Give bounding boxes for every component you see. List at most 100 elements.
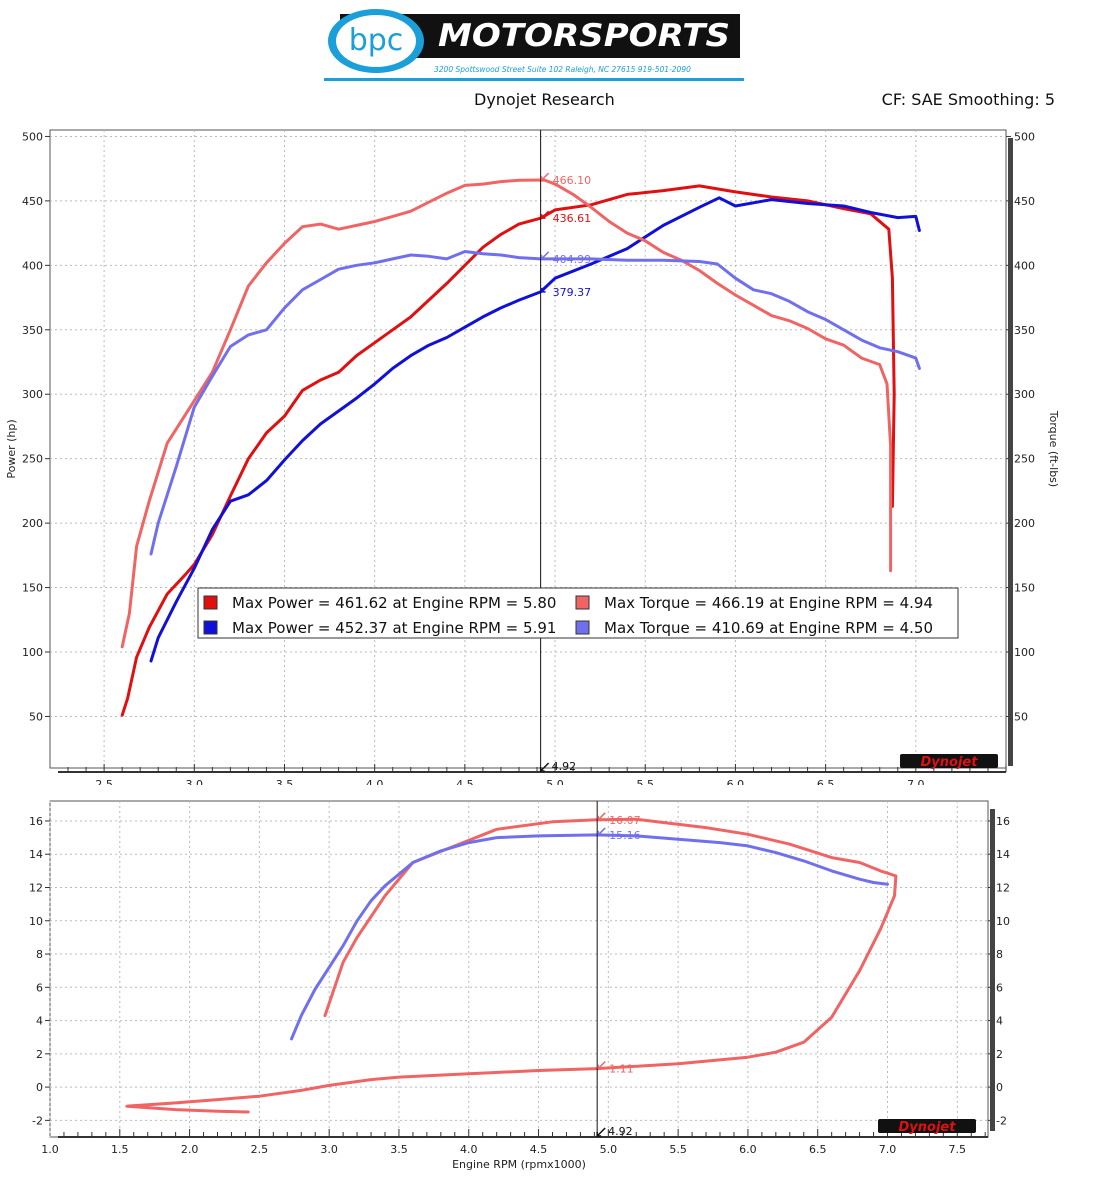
y-tick-label-right: 450 bbox=[1014, 195, 1035, 208]
x-tick-label: 5.5 bbox=[636, 778, 654, 785]
y-tick-label-left: 0 bbox=[36, 1081, 43, 1094]
plot-area bbox=[49, 129, 1007, 769]
cursor-arrow bbox=[539, 762, 550, 772]
logo-underline bbox=[324, 78, 744, 81]
y-tick-label-right: 50 bbox=[1014, 710, 1028, 723]
dynojet-badge-text: Dynojet bbox=[899, 1120, 957, 1135]
y-tick-label-left: 6 bbox=[36, 981, 43, 994]
logo-ring-inner bbox=[336, 15, 416, 67]
legend-swatch bbox=[575, 595, 590, 610]
correction-factor-label: CF: SAE Smoothing: 5 bbox=[881, 90, 1055, 109]
cursor-value-label: 1.11 bbox=[609, 1063, 634, 1076]
series-line bbox=[149, 250, 921, 556]
y2-axis-title: Torque (ft-lbs) bbox=[1047, 410, 1060, 487]
y-tick-label-left: 500 bbox=[22, 130, 43, 143]
y-tick-label-left: 350 bbox=[22, 324, 43, 337]
x-tick-label: 3.5 bbox=[390, 1143, 408, 1156]
x-tick-label: 4.5 bbox=[530, 1143, 548, 1156]
y-tick-label-right: 250 bbox=[1014, 453, 1035, 466]
cursor-value-arrow bbox=[597, 812, 606, 821]
right-axis-strip bbox=[990, 809, 995, 1131]
y-tick-label-left: 12 bbox=[29, 881, 43, 894]
cursor-value-label: 466.10 bbox=[553, 174, 592, 187]
y-tick-label-right: 200 bbox=[1014, 517, 1035, 530]
cursor-value-arrow bbox=[540, 284, 550, 293]
x-tick-label: 3.0 bbox=[186, 778, 204, 785]
y-tick-label-left: 16 bbox=[29, 815, 43, 828]
cursor-value-label: 404.99 bbox=[553, 253, 592, 266]
x-tick-label: 6.0 bbox=[727, 778, 745, 785]
x-tick-label: 4.0 bbox=[366, 778, 384, 785]
y-tick-label-right: 100 bbox=[1014, 646, 1035, 659]
cursor-x-label: 4.92 bbox=[608, 1125, 633, 1138]
x-tick-label: 5.0 bbox=[546, 778, 564, 785]
y-tick-label-left: 8 bbox=[36, 948, 43, 961]
series-line bbox=[120, 178, 893, 649]
y-tick-label-left: 10 bbox=[29, 915, 43, 928]
series-line bbox=[290, 833, 889, 1041]
y-tick-label-right: 350 bbox=[1014, 324, 1035, 337]
y-tick-label-left: 300 bbox=[22, 388, 43, 401]
y-tick-label-left: 450 bbox=[22, 195, 43, 208]
y-tick-label-right: 12 bbox=[996, 881, 1010, 894]
x-tick-label: 2.5 bbox=[95, 778, 113, 785]
x-axis-title: Engine RPM (rpmx1000) bbox=[452, 1158, 586, 1171]
y-tick-label-left: 200 bbox=[22, 517, 43, 530]
y-tick-label-right: 6 bbox=[996, 981, 1003, 994]
dynojet-badge bbox=[878, 1119, 976, 1133]
cursor-value-label: 15.16 bbox=[609, 829, 641, 842]
cursor-value-arrow bbox=[540, 251, 550, 260]
y-tick-label-left: 14 bbox=[29, 848, 43, 861]
y-tick-label-left: 150 bbox=[22, 582, 43, 595]
y-tick-label-right: 150 bbox=[1014, 582, 1035, 595]
report-title: Dynojet Research bbox=[474, 90, 615, 109]
cursor-arrow bbox=[596, 1127, 606, 1137]
y-tick-label-right: 8 bbox=[996, 948, 1003, 961]
x-tick-label: 3.0 bbox=[320, 1143, 338, 1156]
x-tick-label: 4.0 bbox=[460, 1143, 478, 1156]
y-tick-label-right: 2 bbox=[996, 1048, 1003, 1061]
x-tick-label: 5.0 bbox=[600, 1143, 618, 1156]
cursor-value-label: 16.07 bbox=[609, 814, 641, 827]
y-tick-label-right: -2 bbox=[996, 1114, 1007, 1127]
y-tick-label-right: 400 bbox=[1014, 259, 1035, 272]
y-tick-label-right: 10 bbox=[996, 915, 1010, 928]
y-tick-label-right: 14 bbox=[996, 848, 1010, 861]
right-axis-strip bbox=[1008, 138, 1013, 766]
y-tick-label-left: 50 bbox=[29, 710, 43, 723]
x-tick-label: 7.0 bbox=[907, 778, 925, 785]
cursor-x-label: 4.92 bbox=[552, 760, 577, 773]
logo-graphic: bpc MOTORSPORTS 3200 Spottswood Street S… bbox=[324, 9, 744, 81]
y-tick-label-left: 2 bbox=[36, 1048, 43, 1061]
logo-motorsports-text: MOTORSPORTS bbox=[438, 18, 730, 54]
legend-swatch bbox=[575, 620, 590, 635]
cursor-value-arrow bbox=[597, 1061, 606, 1070]
y-tick-label-left: 100 bbox=[22, 646, 43, 659]
x-tick-label: 7.5 bbox=[949, 1143, 967, 1156]
y-tick-label-right: 16 bbox=[996, 815, 1010, 828]
legend-entry: Max Torque = 410.69 at Engine RPM = 4.50 bbox=[604, 619, 933, 637]
x-tick-label: 6.5 bbox=[817, 778, 835, 785]
y-tick-label-right: 500 bbox=[1014, 130, 1035, 143]
legend-entry: Max Power = 461.62 at Engine RPM = 5.80 bbox=[232, 594, 556, 612]
cursor-value-arrow bbox=[540, 172, 550, 181]
y-tick-label-left: 250 bbox=[22, 453, 43, 466]
cursor-value-arrow bbox=[597, 827, 606, 836]
x-tick-label: 1.5 bbox=[111, 1143, 129, 1156]
legend-swatch bbox=[203, 595, 218, 610]
cursor-value-label: 379.37 bbox=[553, 286, 592, 299]
logo-bpc-text: bpc bbox=[349, 23, 404, 58]
bpc-motorsports-logo: bpc MOTORSPORTS 3200 Spottswood Street S… bbox=[324, 4, 746, 84]
dynojet-badge bbox=[900, 754, 998, 768]
x-tick-label: 5.5 bbox=[669, 1143, 687, 1156]
x-tick-label: 2.5 bbox=[251, 1143, 269, 1156]
y-axis-title: Power (hp) bbox=[5, 419, 18, 478]
x-tick-label: 7.0 bbox=[879, 1143, 897, 1156]
x-tick-label: 2.0 bbox=[181, 1143, 199, 1156]
legend-entry: Max Power = 452.37 at Engine RPM = 5.91 bbox=[232, 619, 556, 637]
y-tick-label-left: 400 bbox=[22, 259, 43, 272]
logo-address: 3200 Spottswood Street Suite 102 Raleigh… bbox=[434, 65, 691, 74]
afr-chart: 1.0 1.5 2.0 2.5 3.0 3.5 4.0 4.5 5.0 5.5 6.0 6.5 7.0 7… bbox=[29, 800, 1010, 1171]
legend-entry: Max Torque = 466.19 at Engine RPM = 4.94 bbox=[604, 594, 933, 612]
cursor-value-arrow bbox=[540, 210, 550, 219]
